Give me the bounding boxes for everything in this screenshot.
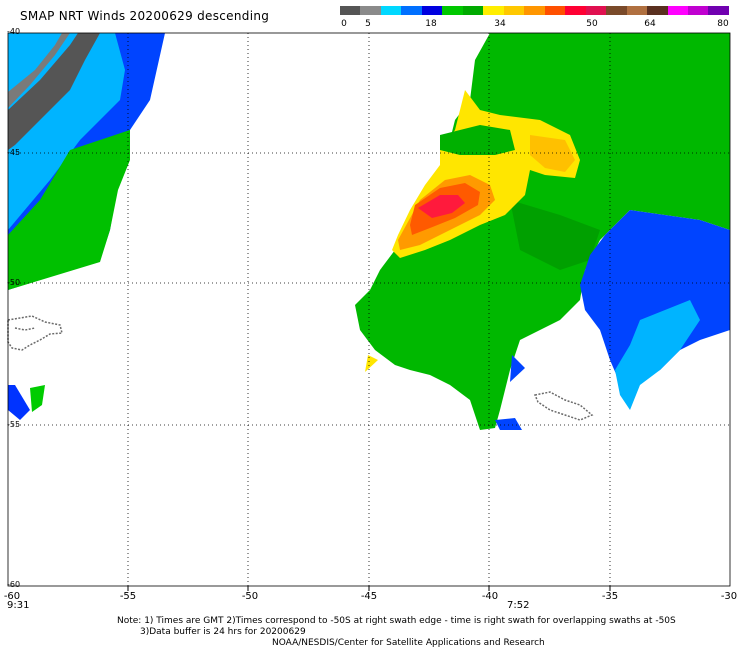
coastlines — [7, 315, 594, 421]
y-tick-label: -55 — [7, 420, 21, 429]
wind-speed-colorbar — [340, 6, 729, 15]
colorbar-segment — [708, 6, 729, 15]
left-bottom-green — [30, 385, 45, 412]
colorbar-segment — [626, 6, 648, 15]
wind-swaths — [8, 33, 730, 430]
coastline-east — [533, 391, 594, 421]
colorbar-label: 34 — [494, 19, 506, 29]
colorbar-segment — [667, 6, 688, 15]
right-swath-blue-bit1 — [510, 355, 525, 382]
x-tick-label: -60 — [3, 591, 21, 602]
right-swath-yellow-bit — [365, 355, 378, 372]
colorbar-label: 0 — [341, 19, 347, 29]
map-title: SMAP NRT Winds 20200629 descending — [20, 9, 270, 23]
left-swath-gray-edge — [8, 33, 70, 108]
footer-note-line1: Note: 1) Times are GMT 2)Times correspon… — [117, 616, 676, 626]
axis-ticks — [127, 586, 611, 591]
colorbar-segment — [462, 6, 484, 15]
footer-note-line3: NOAA/NESDIS/Center for Satellite Applica… — [272, 638, 545, 648]
colorbar-label: 18 — [425, 19, 437, 29]
colorbar-segment — [380, 6, 402, 15]
right-swath-red — [418, 195, 465, 218]
right-swath-green-hole — [440, 125, 515, 155]
colorbar-segment — [401, 6, 422, 15]
colorbar-segment — [544, 6, 566, 15]
y-tick-label: -40 — [7, 27, 21, 36]
x-tick-label: -45 — [360, 591, 378, 602]
footer-note-line2: 3)Data buffer is 24 hrs for 20200629 — [140, 627, 306, 637]
y-tick-label: -60 — [7, 580, 21, 589]
left-bottom-blue — [8, 385, 30, 420]
start-time-label: 9:31 — [7, 600, 30, 611]
colorbar-segment — [606, 6, 627, 15]
colorbar-segment — [503, 6, 525, 15]
colorbar-segment — [483, 6, 504, 15]
y-tick-label: -50 — [7, 278, 21, 287]
left-swath-green — [8, 130, 130, 290]
colorbar-segment — [565, 6, 586, 15]
left-swath-darkgray — [8, 33, 100, 150]
colorbar-segment — [421, 6, 443, 15]
left-swath-lightblue — [8, 33, 125, 230]
right-swath-lightblue — [615, 300, 700, 410]
graticule — [8, 33, 730, 586]
colorbar-segment — [442, 6, 463, 15]
end-time-label: 7:52 — [507, 600, 530, 611]
colorbar-labels: 0 5 18 34 50 64 80 — [340, 19, 729, 31]
x-tick-label: -30 — [720, 591, 738, 602]
colorbar-segment — [647, 6, 668, 15]
right-swath-blue-bit2 — [495, 418, 522, 430]
right-swath-blue — [580, 210, 730, 395]
x-tick-label: -40 — [481, 591, 499, 602]
y-tick-label: -45 — [7, 148, 21, 157]
colorbar-segment — [687, 6, 709, 15]
colorbar-label: 64 — [644, 19, 656, 29]
colorbar-segment — [340, 6, 361, 15]
colorbar-segment — [524, 6, 545, 15]
right-swath-darkgreen — [510, 200, 600, 270]
x-tick-label: -55 — [119, 591, 137, 602]
colorbar-label: 80 — [717, 19, 729, 29]
colorbar-label: 50 — [586, 19, 598, 29]
x-tick-label: -50 — [241, 591, 259, 602]
coastline-west — [7, 315, 63, 351]
right-swath-lightorange — [530, 135, 575, 172]
x-tick-label: -35 — [601, 591, 619, 602]
colorbar-segment — [585, 6, 607, 15]
colorbar-label: 5 — [365, 19, 371, 29]
colorbar-segment — [360, 6, 381, 15]
